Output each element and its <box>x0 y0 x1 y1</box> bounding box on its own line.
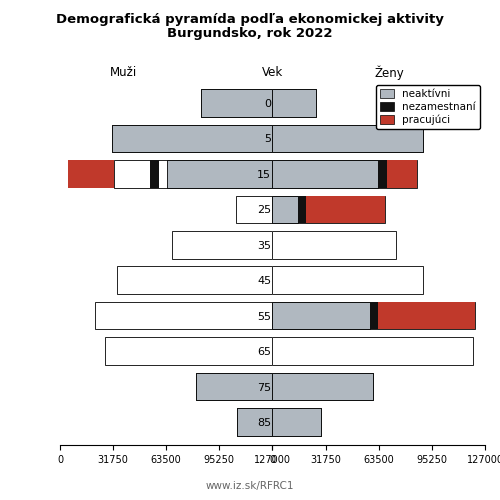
Bar <box>238 408 272 436</box>
Bar <box>238 408 272 436</box>
Bar <box>272 124 423 152</box>
Bar <box>200 89 272 117</box>
Text: Ženy: Ženy <box>374 66 404 80</box>
Bar <box>105 338 272 365</box>
Bar <box>272 302 475 330</box>
Bar <box>112 124 272 152</box>
Bar <box>272 231 396 258</box>
Bar <box>378 160 387 188</box>
Bar <box>298 196 306 223</box>
Bar <box>370 302 378 330</box>
Bar <box>272 372 373 400</box>
Bar <box>167 160 272 188</box>
Bar <box>172 231 272 258</box>
Bar <box>112 124 272 152</box>
Bar <box>272 302 370 330</box>
Legend: neaktívni, nezamestnaní, pracujúci: neaktívni, nezamestnaní, pracujúci <box>376 85 480 129</box>
Bar <box>95 302 272 330</box>
Bar <box>272 89 316 117</box>
Bar <box>68 160 114 188</box>
Bar <box>272 124 423 152</box>
Bar <box>272 89 316 117</box>
Bar <box>272 372 373 400</box>
Bar <box>272 266 423 294</box>
Bar <box>306 196 384 223</box>
Bar <box>272 196 297 223</box>
Bar <box>196 372 272 400</box>
Bar <box>150 160 158 188</box>
Bar <box>196 372 272 400</box>
Bar <box>272 338 473 365</box>
Bar <box>200 89 272 117</box>
Text: Vek: Vek <box>262 66 283 79</box>
Text: Burgundsko, rok 2022: Burgundsko, rok 2022 <box>167 28 333 40</box>
Bar <box>272 408 321 436</box>
Bar <box>378 302 475 330</box>
Bar <box>272 160 378 188</box>
Bar <box>236 196 273 223</box>
Bar <box>117 266 272 294</box>
Text: Demografická pyramída podľa ekonomickej aktivity: Demografická pyramída podľa ekonomickej … <box>56 12 444 26</box>
Bar <box>114 160 272 188</box>
Text: www.iz.sk/RFRC1: www.iz.sk/RFRC1 <box>206 482 294 492</box>
Bar <box>387 160 417 188</box>
Bar <box>272 408 321 436</box>
Bar <box>272 196 384 223</box>
Text: Muži: Muži <box>110 66 138 79</box>
Bar <box>272 160 417 188</box>
